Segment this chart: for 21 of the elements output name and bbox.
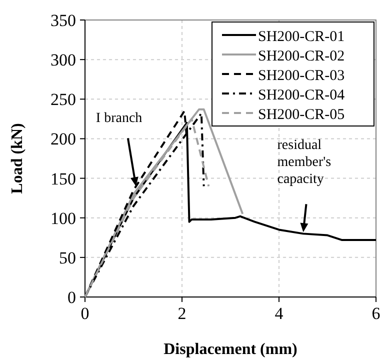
y-axis-title: Load (kN) (9, 123, 26, 194)
y-tick-label: 350 (50, 11, 76, 30)
y-tick-label: 300 (50, 50, 76, 70)
y-tick-label: 0 (68, 288, 76, 307)
x-tick-label: 0 (80, 304, 90, 323)
y-tick-label: 250 (50, 90, 76, 110)
y-tick-label: 200 (50, 130, 76, 149)
x-axis-title: Displacement (mm) (164, 341, 298, 358)
x-tick-label: 4 (274, 304, 284, 323)
x-tick-label: 2 (178, 304, 186, 323)
y-tick-label: 150 (50, 169, 76, 188)
legend-label: SH200-CR-05 (258, 107, 345, 123)
annotation: residual member's capacity (277, 138, 332, 188)
legend-label: SH200-CR-02 (258, 48, 345, 64)
annotation: I branch (96, 111, 142, 126)
y-tick-label: 50 (59, 248, 76, 268)
legend-label: SH200-CR-04 (258, 88, 346, 104)
y-tick-label: 100 (50, 208, 76, 228)
legend-label: SH200-CR-03 (258, 68, 345, 84)
legend-label: SH200-CR-01 (258, 29, 345, 45)
x-tick-label: 6 (372, 304, 380, 323)
